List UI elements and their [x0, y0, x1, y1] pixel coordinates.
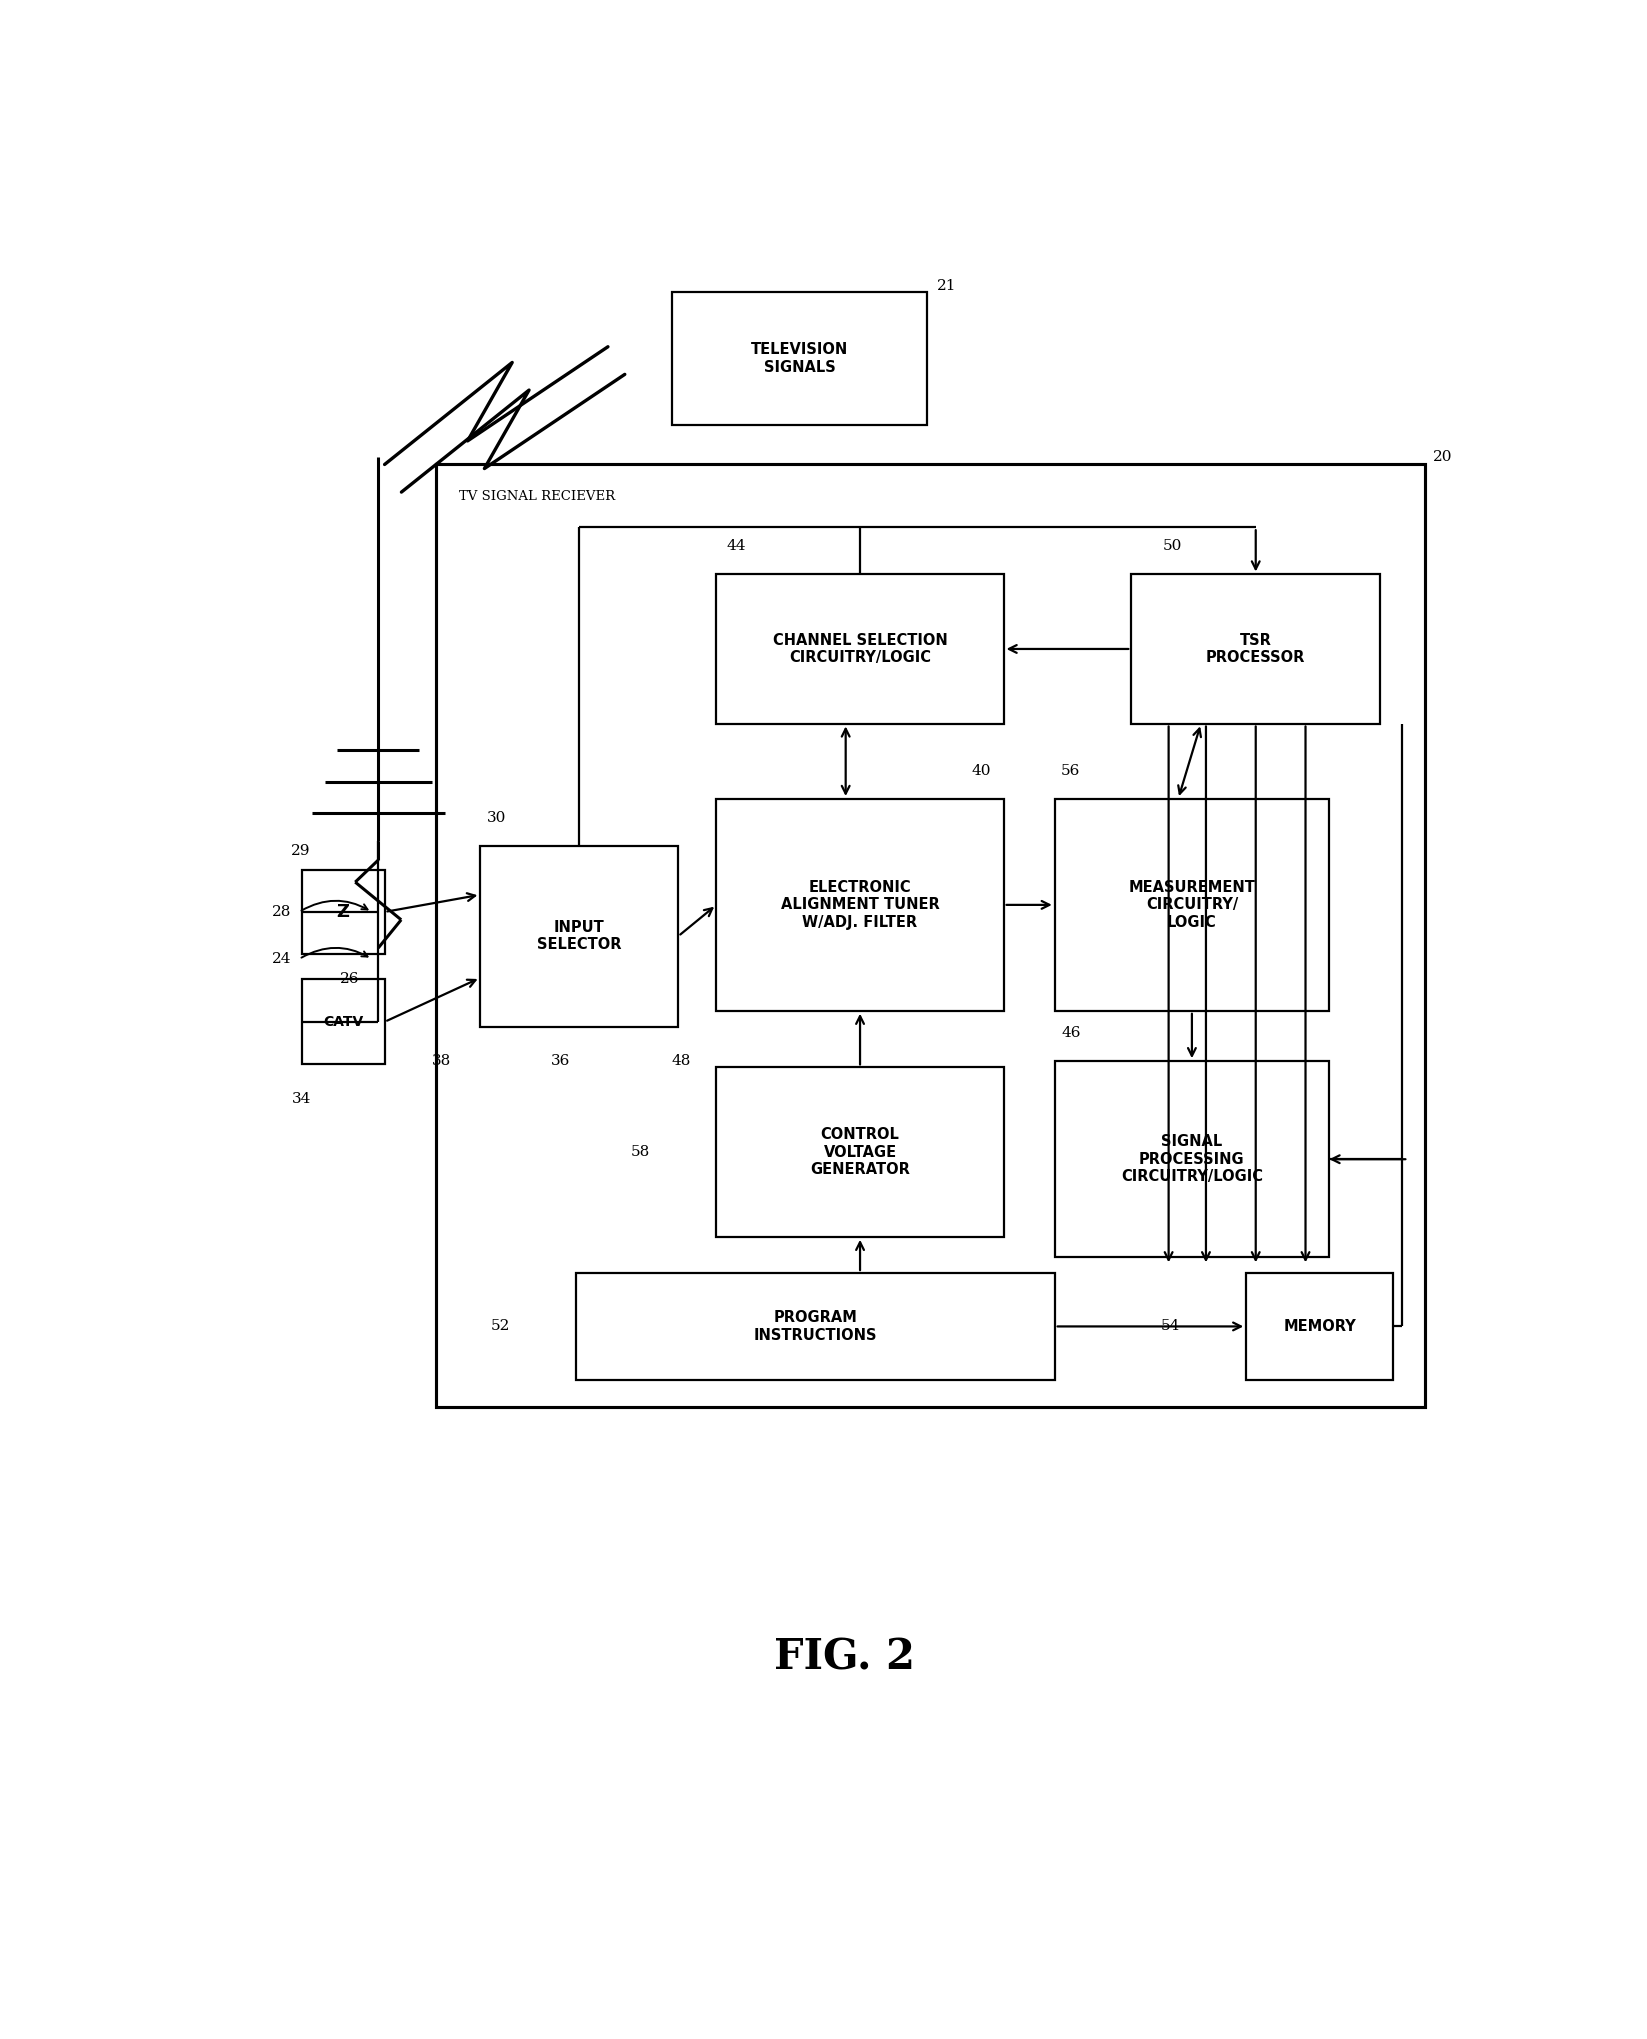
Text: CONTROL
VOLTAGE
GENERATOR: CONTROL VOLTAGE GENERATOR	[810, 1128, 911, 1177]
Text: 21: 21	[937, 279, 957, 292]
Text: 44: 44	[726, 538, 746, 553]
FancyBboxPatch shape	[1054, 1060, 1329, 1258]
Text: SIGNAL
PROCESSING
CIRCUITRY/LOGIC: SIGNAL PROCESSING CIRCUITRY/LOGIC	[1122, 1134, 1263, 1185]
Text: 26: 26	[341, 973, 359, 987]
Text: TV SIGNAL RECIEVER: TV SIGNAL RECIEVER	[458, 489, 614, 502]
Text: ELECTRONIC
ALIGNMENT TUNER
W/ADJ. FILTER: ELECTRONIC ALIGNMENT TUNER W/ADJ. FILTER	[781, 881, 939, 930]
FancyBboxPatch shape	[1054, 799, 1329, 1011]
FancyBboxPatch shape	[716, 799, 1003, 1011]
Text: MEMORY: MEMORY	[1283, 1319, 1355, 1334]
Text: TSR
PROCESSOR: TSR PROCESSOR	[1206, 632, 1306, 665]
Text: 40: 40	[972, 765, 991, 777]
Text: 56: 56	[1061, 765, 1080, 777]
FancyBboxPatch shape	[481, 846, 679, 1026]
Text: CHANNEL SELECTION
CIRCUITRY/LOGIC: CHANNEL SELECTION CIRCUITRY/LOGIC	[772, 632, 947, 665]
Text: FIG. 2: FIG. 2	[774, 1637, 914, 1678]
FancyBboxPatch shape	[672, 292, 927, 426]
Text: 30: 30	[488, 812, 506, 824]
FancyBboxPatch shape	[716, 1066, 1003, 1238]
Text: 20: 20	[1433, 451, 1453, 463]
Text: 48: 48	[672, 1054, 692, 1068]
Text: Z: Z	[336, 903, 349, 922]
Text: INPUT
SELECTOR: INPUT SELECTOR	[537, 920, 621, 952]
Text: 58: 58	[631, 1146, 651, 1158]
Text: 52: 52	[491, 1319, 509, 1334]
Text: CATV: CATV	[323, 1015, 364, 1030]
Text: 46: 46	[1061, 1026, 1080, 1040]
FancyBboxPatch shape	[301, 869, 385, 954]
Text: PROGRAM
INSTRUCTIONS: PROGRAM INSTRUCTIONS	[754, 1311, 878, 1342]
FancyBboxPatch shape	[1131, 575, 1380, 724]
Text: 24: 24	[272, 952, 292, 966]
Text: 28: 28	[272, 905, 292, 920]
FancyBboxPatch shape	[435, 465, 1425, 1407]
Text: TELEVISION
SIGNALS: TELEVISION SIGNALS	[751, 343, 848, 375]
FancyBboxPatch shape	[576, 1272, 1054, 1380]
FancyBboxPatch shape	[716, 575, 1003, 724]
Text: 29: 29	[292, 844, 311, 858]
Text: 54: 54	[1161, 1319, 1179, 1334]
Text: 50: 50	[1163, 538, 1183, 553]
Text: 34: 34	[292, 1091, 311, 1105]
FancyBboxPatch shape	[301, 979, 385, 1064]
Text: MEASUREMENT
CIRCUITRY/
LOGIC: MEASUREMENT CIRCUITRY/ LOGIC	[1128, 881, 1255, 930]
Text: 36: 36	[550, 1054, 570, 1068]
Text: 38: 38	[432, 1054, 451, 1068]
FancyBboxPatch shape	[1247, 1272, 1393, 1380]
